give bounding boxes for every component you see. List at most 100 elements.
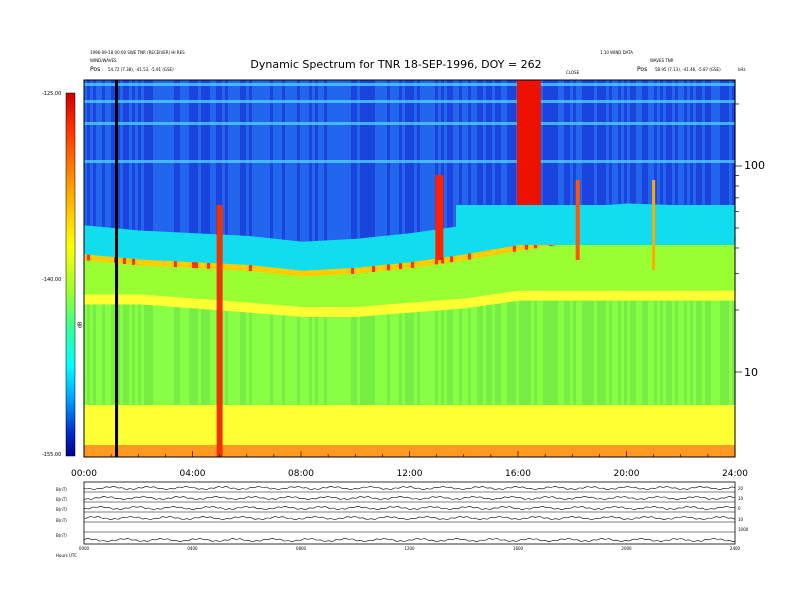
heatmap-cell xyxy=(306,306,310,317)
burst-mark xyxy=(575,180,580,260)
heatmap-cell xyxy=(351,268,355,275)
heatmap-cell xyxy=(477,258,481,300)
heatmap-cell xyxy=(150,305,154,405)
heatmap-cell xyxy=(564,300,568,405)
heatmap-cell xyxy=(273,238,277,271)
heatmap-cell xyxy=(369,305,373,316)
lower-x-tick: 0400 xyxy=(187,546,198,551)
heatmap-cell xyxy=(240,264,244,271)
heatmap-cell xyxy=(393,405,397,445)
heatmap-cell xyxy=(342,306,346,317)
heatmap-cell xyxy=(525,300,529,405)
heatmap-cell xyxy=(708,241,712,294)
heatmap-cell xyxy=(369,445,373,457)
heatmap-cell xyxy=(375,315,379,405)
heatmap-cell xyxy=(420,80,424,234)
heatmap-cell xyxy=(495,293,499,304)
heatmap-cell xyxy=(477,306,481,405)
heatmap-cell xyxy=(276,445,280,457)
heatmap-cell xyxy=(447,309,451,405)
heatmap-cell xyxy=(492,294,496,305)
heatmap-cell xyxy=(228,269,232,305)
heatmap-cell xyxy=(648,405,652,445)
heatmap-cell xyxy=(420,445,424,457)
heatmap-cell xyxy=(318,316,322,405)
heatmap-cell xyxy=(213,263,217,270)
heatmap-cell xyxy=(531,248,535,294)
heatmap-cell xyxy=(159,260,163,267)
heatmap-cell xyxy=(579,445,583,457)
heatmap-cell xyxy=(519,244,523,251)
heatmap-cell xyxy=(444,80,448,231)
heatmap-cell xyxy=(558,80,562,212)
heatmap-cell xyxy=(225,300,229,311)
heatmap-cell xyxy=(258,266,262,273)
heatmap-cell xyxy=(561,290,565,301)
heatmap-cell xyxy=(420,266,424,305)
heatmap-cell xyxy=(162,266,166,300)
heatmap-cell xyxy=(387,270,391,308)
burst-mark xyxy=(652,180,656,270)
heatmap-cell xyxy=(708,405,712,445)
heatmap-cell xyxy=(186,405,190,445)
heatmap-cell xyxy=(654,405,658,445)
heatmap-cell xyxy=(315,405,319,445)
heatmap-cell xyxy=(96,255,100,262)
heatmap-cell xyxy=(492,255,496,298)
heatmap-cell xyxy=(342,268,346,275)
lower-x-tick: 0800 xyxy=(295,546,307,551)
heatmap-cell xyxy=(474,296,478,307)
heatmap-cell xyxy=(396,445,400,457)
heatmap-cell xyxy=(237,270,241,305)
heatmap-cell xyxy=(588,290,592,301)
heatmap-cell xyxy=(339,306,343,317)
heatmap-cell xyxy=(411,302,415,313)
heatmap-cell xyxy=(504,292,508,303)
heatmap-cell xyxy=(513,291,517,302)
heatmap-cell xyxy=(243,270,247,306)
heatmap-cell xyxy=(303,270,307,277)
heatmap-cell xyxy=(330,405,334,445)
heatmap-cell xyxy=(651,80,655,207)
heatmap-cell xyxy=(564,405,568,445)
heatmap-cell xyxy=(384,445,388,457)
heatmap-cell xyxy=(162,296,166,307)
heatmap-cell xyxy=(417,80,421,235)
heatmap-cell xyxy=(666,290,670,301)
heatmap-cell xyxy=(420,260,424,267)
heatmap-cell xyxy=(156,266,160,299)
heatmap-cell xyxy=(675,240,679,294)
heatmap-cell xyxy=(498,80,502,222)
header-left-pos-label: Pos xyxy=(90,66,101,73)
heatmap-cell xyxy=(531,242,535,249)
x-tick-label: 00:00 xyxy=(71,469,97,479)
heatmap-cell xyxy=(414,302,418,313)
heatmap-cell xyxy=(414,267,418,306)
heatmap-cell xyxy=(255,313,259,405)
data-gap-line xyxy=(115,80,119,457)
heatmap-cell xyxy=(456,80,460,229)
heatmap-cell xyxy=(714,405,718,445)
heatmap-cell xyxy=(627,300,631,405)
heatmap-cell xyxy=(183,445,187,457)
heatmap-cell xyxy=(522,445,526,457)
heatmap-cell xyxy=(429,445,433,457)
heatmap-cell xyxy=(642,239,646,294)
heatmap-cell xyxy=(297,276,301,310)
heatmap-cell xyxy=(111,80,115,230)
heatmap-cell xyxy=(294,445,298,457)
heatmap-cell xyxy=(444,263,448,303)
heatmap-cell xyxy=(600,300,604,405)
heatmap-cell xyxy=(354,267,358,274)
heatmap-cell xyxy=(225,234,229,267)
heatmap-cell xyxy=(87,80,91,228)
heatmap-cell xyxy=(300,316,304,405)
heatmap-cell xyxy=(429,405,433,445)
heatmap-cell xyxy=(618,405,622,445)
heatmap-cell xyxy=(303,405,307,445)
heatmap-cell xyxy=(603,80,607,208)
heatmap-cell xyxy=(615,80,619,207)
heatmap-cell xyxy=(477,80,481,226)
heatmap-cell xyxy=(132,304,136,405)
heatmap-cell xyxy=(402,233,406,266)
